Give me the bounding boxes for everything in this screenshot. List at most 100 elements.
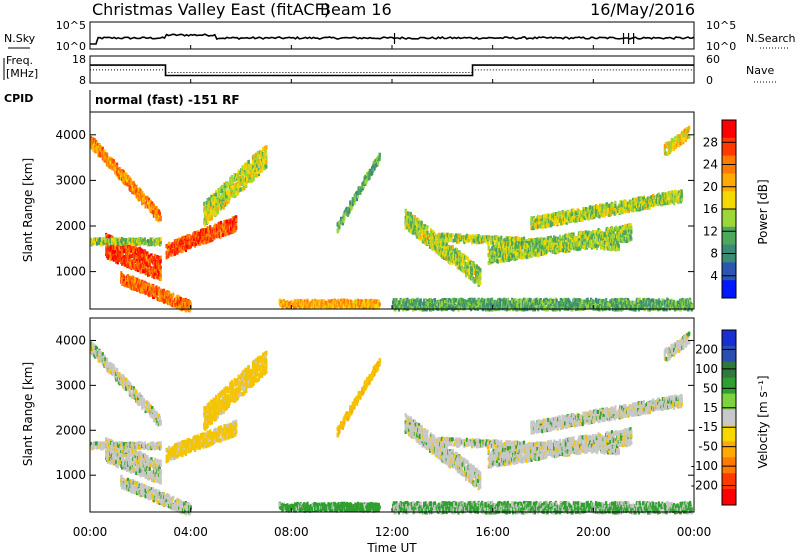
power-cell: [101, 146, 104, 151]
power-region-3: [90, 237, 162, 247]
power-cell: [235, 218, 238, 223]
power-cell: [264, 148, 267, 153]
power-cell: [134, 187, 137, 192]
freq-tick-bottom: 8: [79, 74, 86, 87]
power-region-8: [404, 208, 482, 287]
power-cell: [426, 230, 429, 235]
power-cell: [265, 164, 268, 169]
power-cell: [141, 190, 144, 195]
nave-trace: [90, 69, 694, 73]
power-cell: [147, 197, 151, 202]
power-cell: [120, 174, 123, 179]
power-cell: [95, 146, 98, 151]
noise-left-tick-bottom: 10^0: [56, 40, 86, 53]
power-cell: [144, 204, 147, 209]
power-cell: [376, 161, 380, 166]
power-cell: [235, 225, 238, 230]
power-cell: [157, 209, 161, 214]
power-cell: [94, 149, 97, 154]
power-cell: [129, 178, 132, 183]
power-cell: [115, 259, 118, 264]
power-cell: [497, 244, 500, 248]
power-cell: [154, 209, 157, 214]
power-cell: [157, 212, 160, 217]
noise-left-tick-top: 10^5: [56, 19, 86, 32]
power-cell: [146, 196, 149, 201]
nave-label: Nave: [746, 64, 774, 77]
power-cell: [470, 267, 474, 272]
power-cell: [98, 148, 101, 153]
power-cell: [338, 225, 341, 230]
power-cell: [109, 160, 112, 165]
power-cell: [159, 216, 162, 221]
power-cell: [112, 246, 115, 251]
power-cell: [105, 245, 108, 250]
frequency-panel: Freq. [MHz] 18 8 60 0 Nave: [3, 53, 776, 87]
power-cell: [206, 219, 209, 224]
power-cell: [156, 214, 159, 219]
power-cell: [159, 237, 162, 242]
power-cell: [558, 234, 562, 239]
power-cell: [157, 214, 161, 219]
power-cell: [118, 167, 121, 171]
power-cell: [96, 143, 99, 148]
power-cell: [486, 241, 489, 246]
power-cell: [147, 203, 151, 208]
power-cell: [128, 254, 131, 259]
frequency-panel-frame: [89, 55, 695, 84]
power-cell: [130, 187, 133, 192]
date-label: 16/May/2016: [590, 0, 695, 19]
power-cell: [125, 180, 128, 185]
noise-sky-label: N.Sky: [4, 32, 36, 45]
power-cell: [114, 170, 117, 175]
power-cell: [116, 260, 119, 265]
cpid-label: CPID: [4, 92, 33, 105]
power-cell: [105, 152, 109, 157]
power-cell: [116, 165, 119, 170]
power-cell: [159, 255, 162, 260]
power-cell: [527, 240, 531, 245]
power-cell: [108, 164, 111, 169]
power-cell: [156, 208, 159, 213]
power-cell: [265, 160, 268, 164]
power-cell: [126, 174, 130, 179]
power-cell: [149, 199, 152, 204]
power-cell: [158, 211, 161, 216]
power-cell: [487, 245, 490, 250]
power-cell: [378, 152, 381, 157]
power-cell: [110, 247, 113, 252]
power-cell: [152, 210, 155, 215]
freq-label-line2: [MHz]: [6, 67, 38, 80]
power-cell: [378, 302, 381, 307]
power-cell: [116, 162, 119, 167]
power-cell: [449, 238, 453, 243]
power-cell: [115, 256, 118, 261]
power-region-5: [203, 145, 268, 227]
power-cell: [112, 252, 115, 257]
power-cell: [131, 189, 134, 194]
power-cell: [101, 156, 104, 161]
power-cell: [152, 203, 156, 208]
power-cell: [172, 292, 175, 297]
power-cell: [591, 229, 594, 234]
power-cell: [265, 145, 268, 150]
power-cell: [107, 254, 110, 259]
power-cell: [159, 269, 162, 274]
station-title: Christmas Valley East (fitACF): [92, 0, 330, 19]
power-cell: [617, 243, 620, 248]
power-cell: [265, 155, 268, 160]
power-cell: [106, 252, 109, 257]
power-cell: [142, 199, 145, 203]
cpid-value: normal (fast) -151 RF: [95, 93, 240, 107]
power-cell: [451, 244, 454, 249]
beam-label: Beam 16: [320, 0, 392, 19]
power-region-7: [336, 152, 381, 234]
power-cell: [159, 273, 162, 278]
power-cell: [343, 216, 346, 221]
power-cell: [114, 246, 117, 251]
power-cell: [252, 176, 255, 181]
noise-sky-trace: [90, 33, 695, 45]
power-cell: [103, 149, 106, 154]
power-cell: [114, 249, 117, 254]
